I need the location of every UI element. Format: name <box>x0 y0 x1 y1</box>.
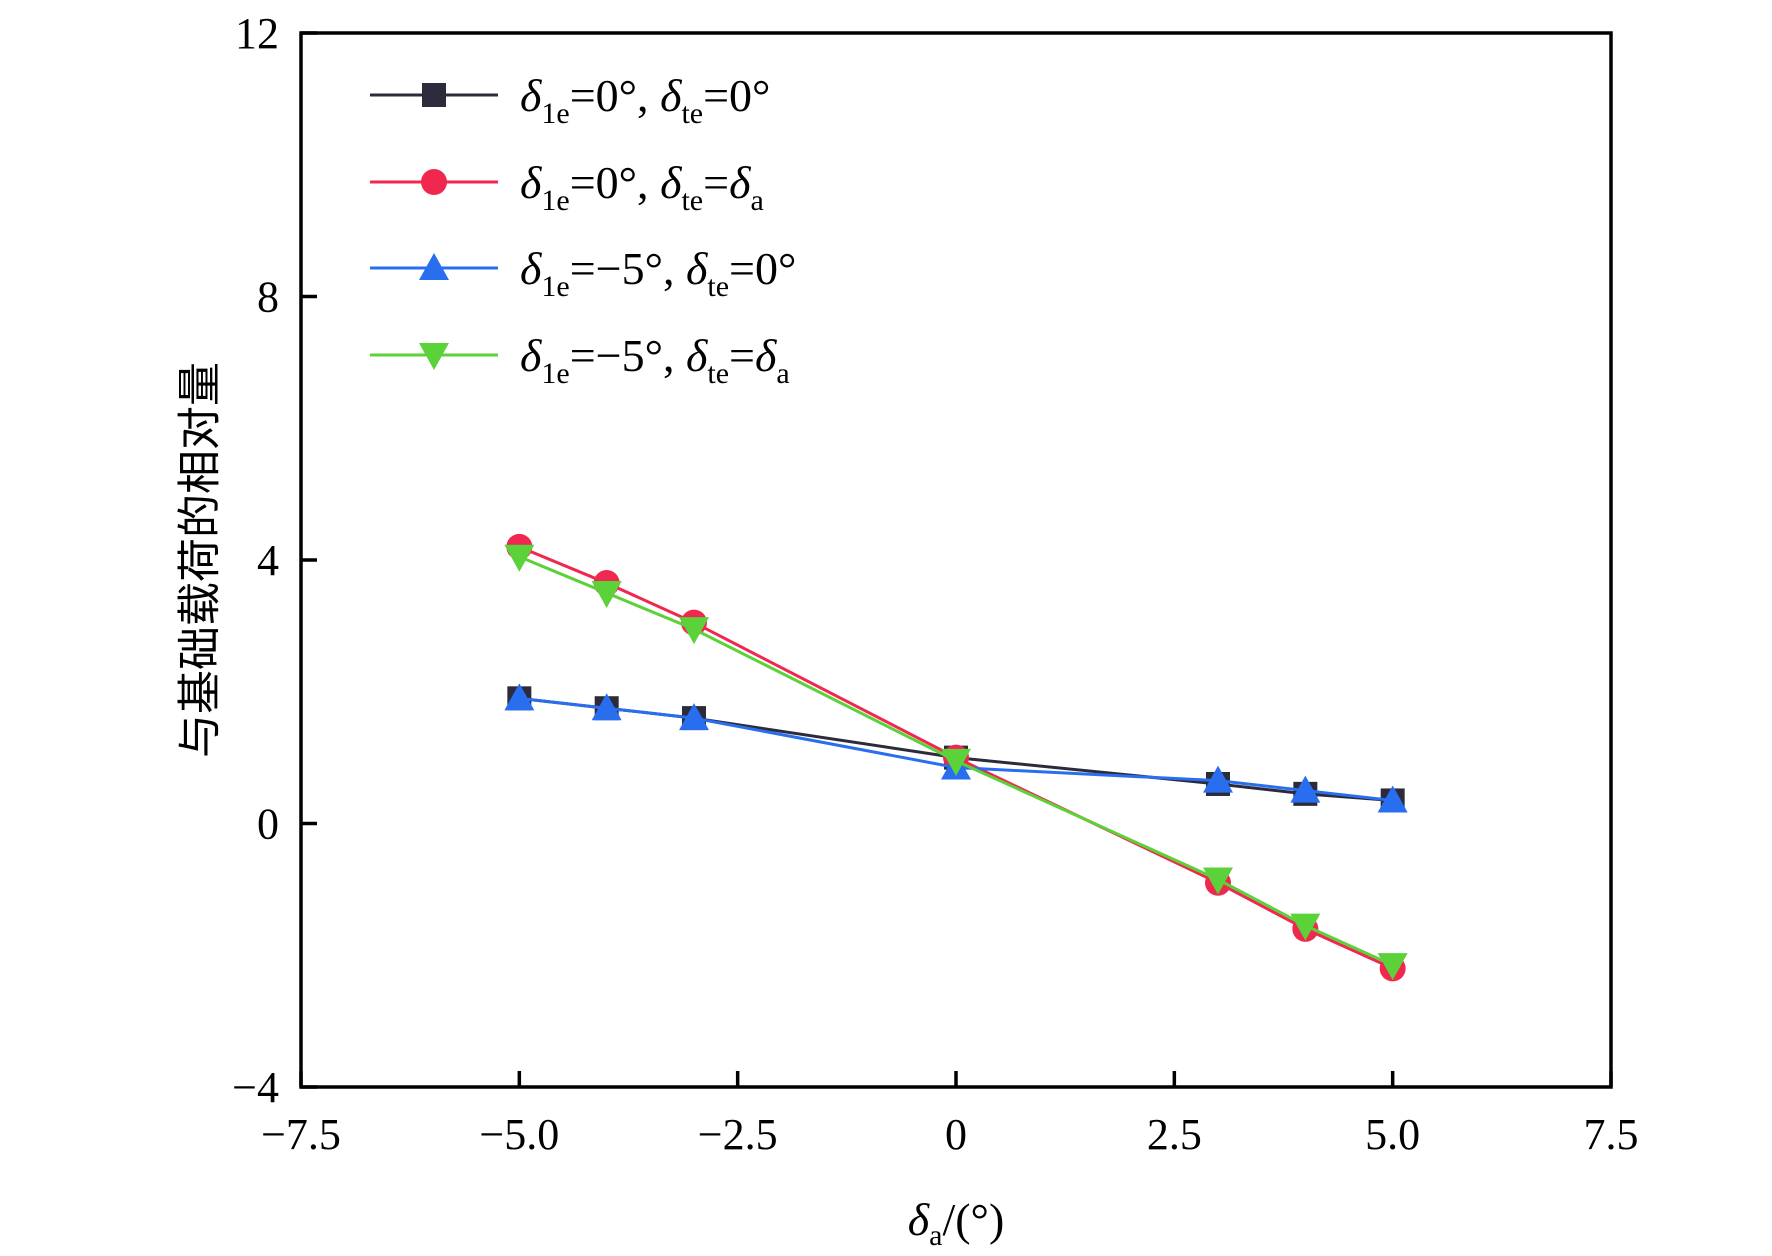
y-tick-label: 12 <box>235 9 279 58</box>
x-axis-title-rest: /(°) <box>942 1194 1004 1245</box>
series-layer <box>504 533 1408 982</box>
data-point <box>504 544 535 572</box>
legend-sub2: te <box>707 357 729 390</box>
legend-sub3: a <box>776 357 789 390</box>
legend-marker <box>419 343 449 370</box>
x-tick-label: −7.5 <box>261 1110 341 1159</box>
data-point <box>591 693 622 721</box>
legend-sub2: te <box>681 97 703 130</box>
x-axis-title-symbol: δ <box>908 1194 930 1245</box>
axis-ticks: −7.5 −5.0 −2.5 0 2.5 5.0 7.5 −4 0 4 8 12 <box>232 9 1638 1159</box>
legend-sym2: δ <box>686 330 708 381</box>
legend-eq2-symbol: δ <box>729 157 751 208</box>
x-tick-label: 0 <box>945 1110 967 1159</box>
legend-main: δ <box>520 157 542 208</box>
data-point <box>504 683 535 711</box>
legend-label: δ1e=0°, δte=0° <box>520 70 770 130</box>
legend-main: δ <box>520 330 542 381</box>
legend-eq2: =0° <box>703 70 770 121</box>
legend-eq1: =0°, <box>570 70 660 121</box>
legend-marker <box>421 169 447 195</box>
legend-main: δ <box>520 70 542 121</box>
data-point <box>679 617 709 645</box>
legend-sub2: te <box>707 270 729 303</box>
legend-eq2: =δ <box>703 157 751 208</box>
x-tick-label: 2.5 <box>1147 1110 1202 1159</box>
data-point <box>1290 775 1321 803</box>
data-point <box>1377 785 1408 813</box>
y-tick-label: 0 <box>257 800 279 849</box>
legend-eq2: =δ <box>729 330 777 381</box>
legend-label: δ1e=−5°, δte=0° <box>520 243 796 303</box>
legend-marker <box>422 83 446 107</box>
x-tick-label: 5.0 <box>1365 1110 1420 1159</box>
series-3 <box>504 544 1408 981</box>
legend-main: δ <box>520 243 542 294</box>
data-point <box>941 748 971 776</box>
y-axis-title: 与基础载荷的相对量 <box>175 362 226 758</box>
legend-eq1: =−5°, <box>570 243 686 294</box>
legend-eq1: =0°, <box>570 157 660 208</box>
legend-sym2: δ <box>660 157 682 208</box>
legend-label: δ1e=0°, δte=δa <box>520 157 764 217</box>
legend-eq1: =−5°, <box>570 330 686 381</box>
legend-sub1: 1e <box>541 357 569 390</box>
plot-frame <box>299 31 1613 1089</box>
x-tick-label: 7.5 <box>1584 1110 1639 1159</box>
data-point <box>1203 765 1233 793</box>
legend-sym2: δ <box>660 70 682 121</box>
y-tick-label: 8 <box>257 273 279 322</box>
x-tick-label: −2.5 <box>698 1110 778 1159</box>
data-point <box>591 580 622 608</box>
legend-eq2-equals: = <box>729 330 755 381</box>
legend-eq2: =0° <box>729 243 796 294</box>
x-axis-title: δa/(°) <box>908 1194 1005 1252</box>
legend-label: δ1e=−5°, δte=δa <box>520 330 790 390</box>
data-point <box>679 703 709 731</box>
y-tick-label: −4 <box>232 1063 279 1112</box>
legend-sub1: 1e <box>541 184 569 217</box>
data-point <box>1377 953 1408 981</box>
data-point <box>1290 913 1321 941</box>
y-tick-label: 4 <box>257 536 279 585</box>
x-axis-title-sub: a <box>929 1219 942 1252</box>
legend-marker <box>419 253 449 280</box>
data-point <box>1203 867 1233 895</box>
legend-sub3: a <box>750 184 763 217</box>
legend-sub1: 1e <box>541 270 569 303</box>
legend-sub1: 1e <box>541 97 569 130</box>
legend-sym2: δ <box>686 243 708 294</box>
legend-sub2: te <box>681 184 703 217</box>
legend-eq2-symbol: δ <box>755 330 777 381</box>
legend-eq2-equals: = <box>703 157 729 208</box>
x-tick-label: −5.0 <box>479 1110 559 1159</box>
